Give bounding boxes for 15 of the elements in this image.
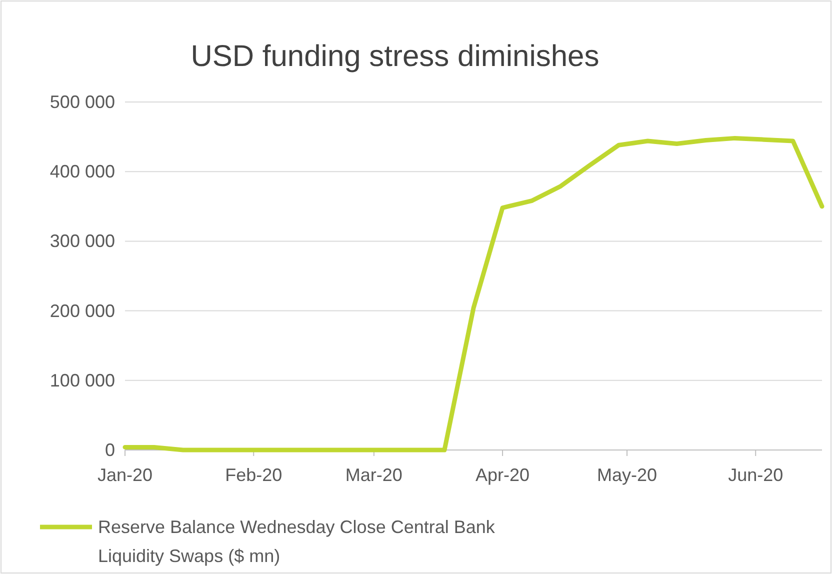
x-tick-label: Jun-20: [728, 465, 784, 485]
chart-title: USD funding stress diminishes: [190, 40, 600, 73]
y-tick-label: 300 000: [50, 231, 115, 252]
x-tick-label: Mar-20: [345, 465, 402, 485]
legend-label: Reserve Balance Wednesday Close Central Bank Liquidity Swaps ($ mn): [98, 517, 496, 566]
x-tick-label: May-20: [596, 465, 658, 485]
x-tick-label: Jan-20: [97, 465, 153, 485]
y-tick-label: 200 000: [50, 300, 115, 321]
y-tick-label: 500 000: [50, 92, 115, 112]
line-series: [122, 136, 824, 452]
x-tick-label: Apr-20: [476, 465, 530, 485]
y-tick-label: 0: [104, 440, 115, 460]
y-tick-label: 400 000: [50, 162, 115, 182]
x-tick-label: Feb-20: [225, 465, 282, 485]
y-tick-label: 100 000: [50, 370, 115, 390]
